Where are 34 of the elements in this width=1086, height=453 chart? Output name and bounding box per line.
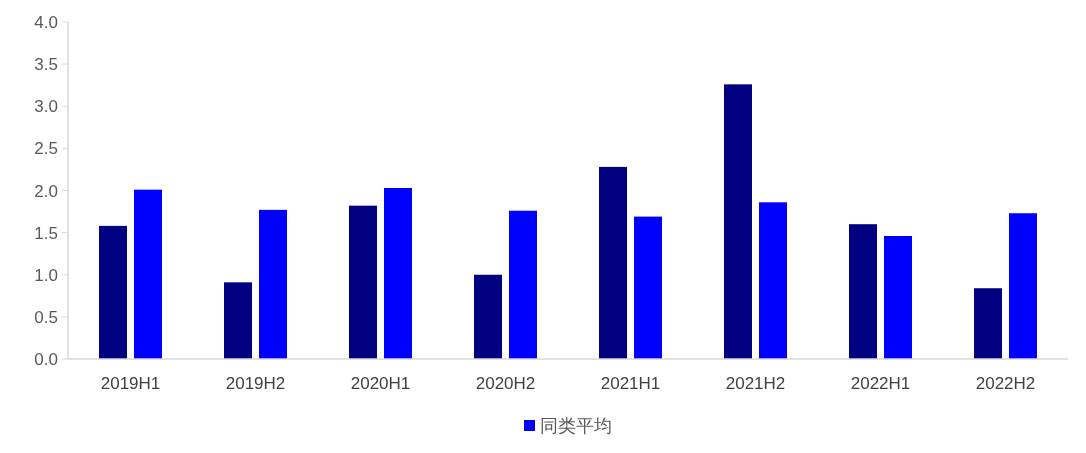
bar <box>384 187 412 359</box>
bar <box>974 288 1002 359</box>
bar <box>759 202 787 359</box>
bar <box>134 189 162 359</box>
bar <box>849 224 877 359</box>
bar <box>349 205 377 359</box>
bar <box>724 84 752 359</box>
bar <box>259 209 287 359</box>
x-tick-label: 2019H2 <box>225 374 286 393</box>
x-tick-label: 2019H1 <box>100 374 161 393</box>
bar <box>509 210 537 359</box>
y-tick-label: 0.0 <box>34 350 58 369</box>
bar <box>474 274 502 359</box>
bar <box>634 216 662 359</box>
y-tick-label: 3.0 <box>34 97 58 117</box>
bar <box>224 282 252 359</box>
y-tick-label: 3.5 <box>34 55 58 75</box>
y-tick-label: 1.0 <box>34 265 58 285</box>
x-tick-label: 2020H1 <box>350 374 411 393</box>
bar <box>99 225 127 359</box>
bar <box>1009 213 1037 359</box>
y-tick-label: 4.0 <box>34 13 58 32</box>
x-tick-label: 2022H1 <box>850 374 911 393</box>
bar <box>599 166 627 359</box>
y-tick-label: 2.5 <box>34 139 58 159</box>
y-tick-label: 0.5 <box>34 307 58 327</box>
x-tick-label: 2020H2 <box>475 374 536 393</box>
legend-label: 同类平均 <box>540 416 612 436</box>
x-tick-label: 2022H2 <box>975 374 1036 393</box>
x-tick-label: 2021H2 <box>725 374 786 393</box>
y-tick-label: 2.0 <box>34 181 58 201</box>
bar <box>884 236 912 359</box>
y-tick-label: 1.5 <box>34 223 58 243</box>
x-tick-label: 2021H1 <box>600 374 661 393</box>
